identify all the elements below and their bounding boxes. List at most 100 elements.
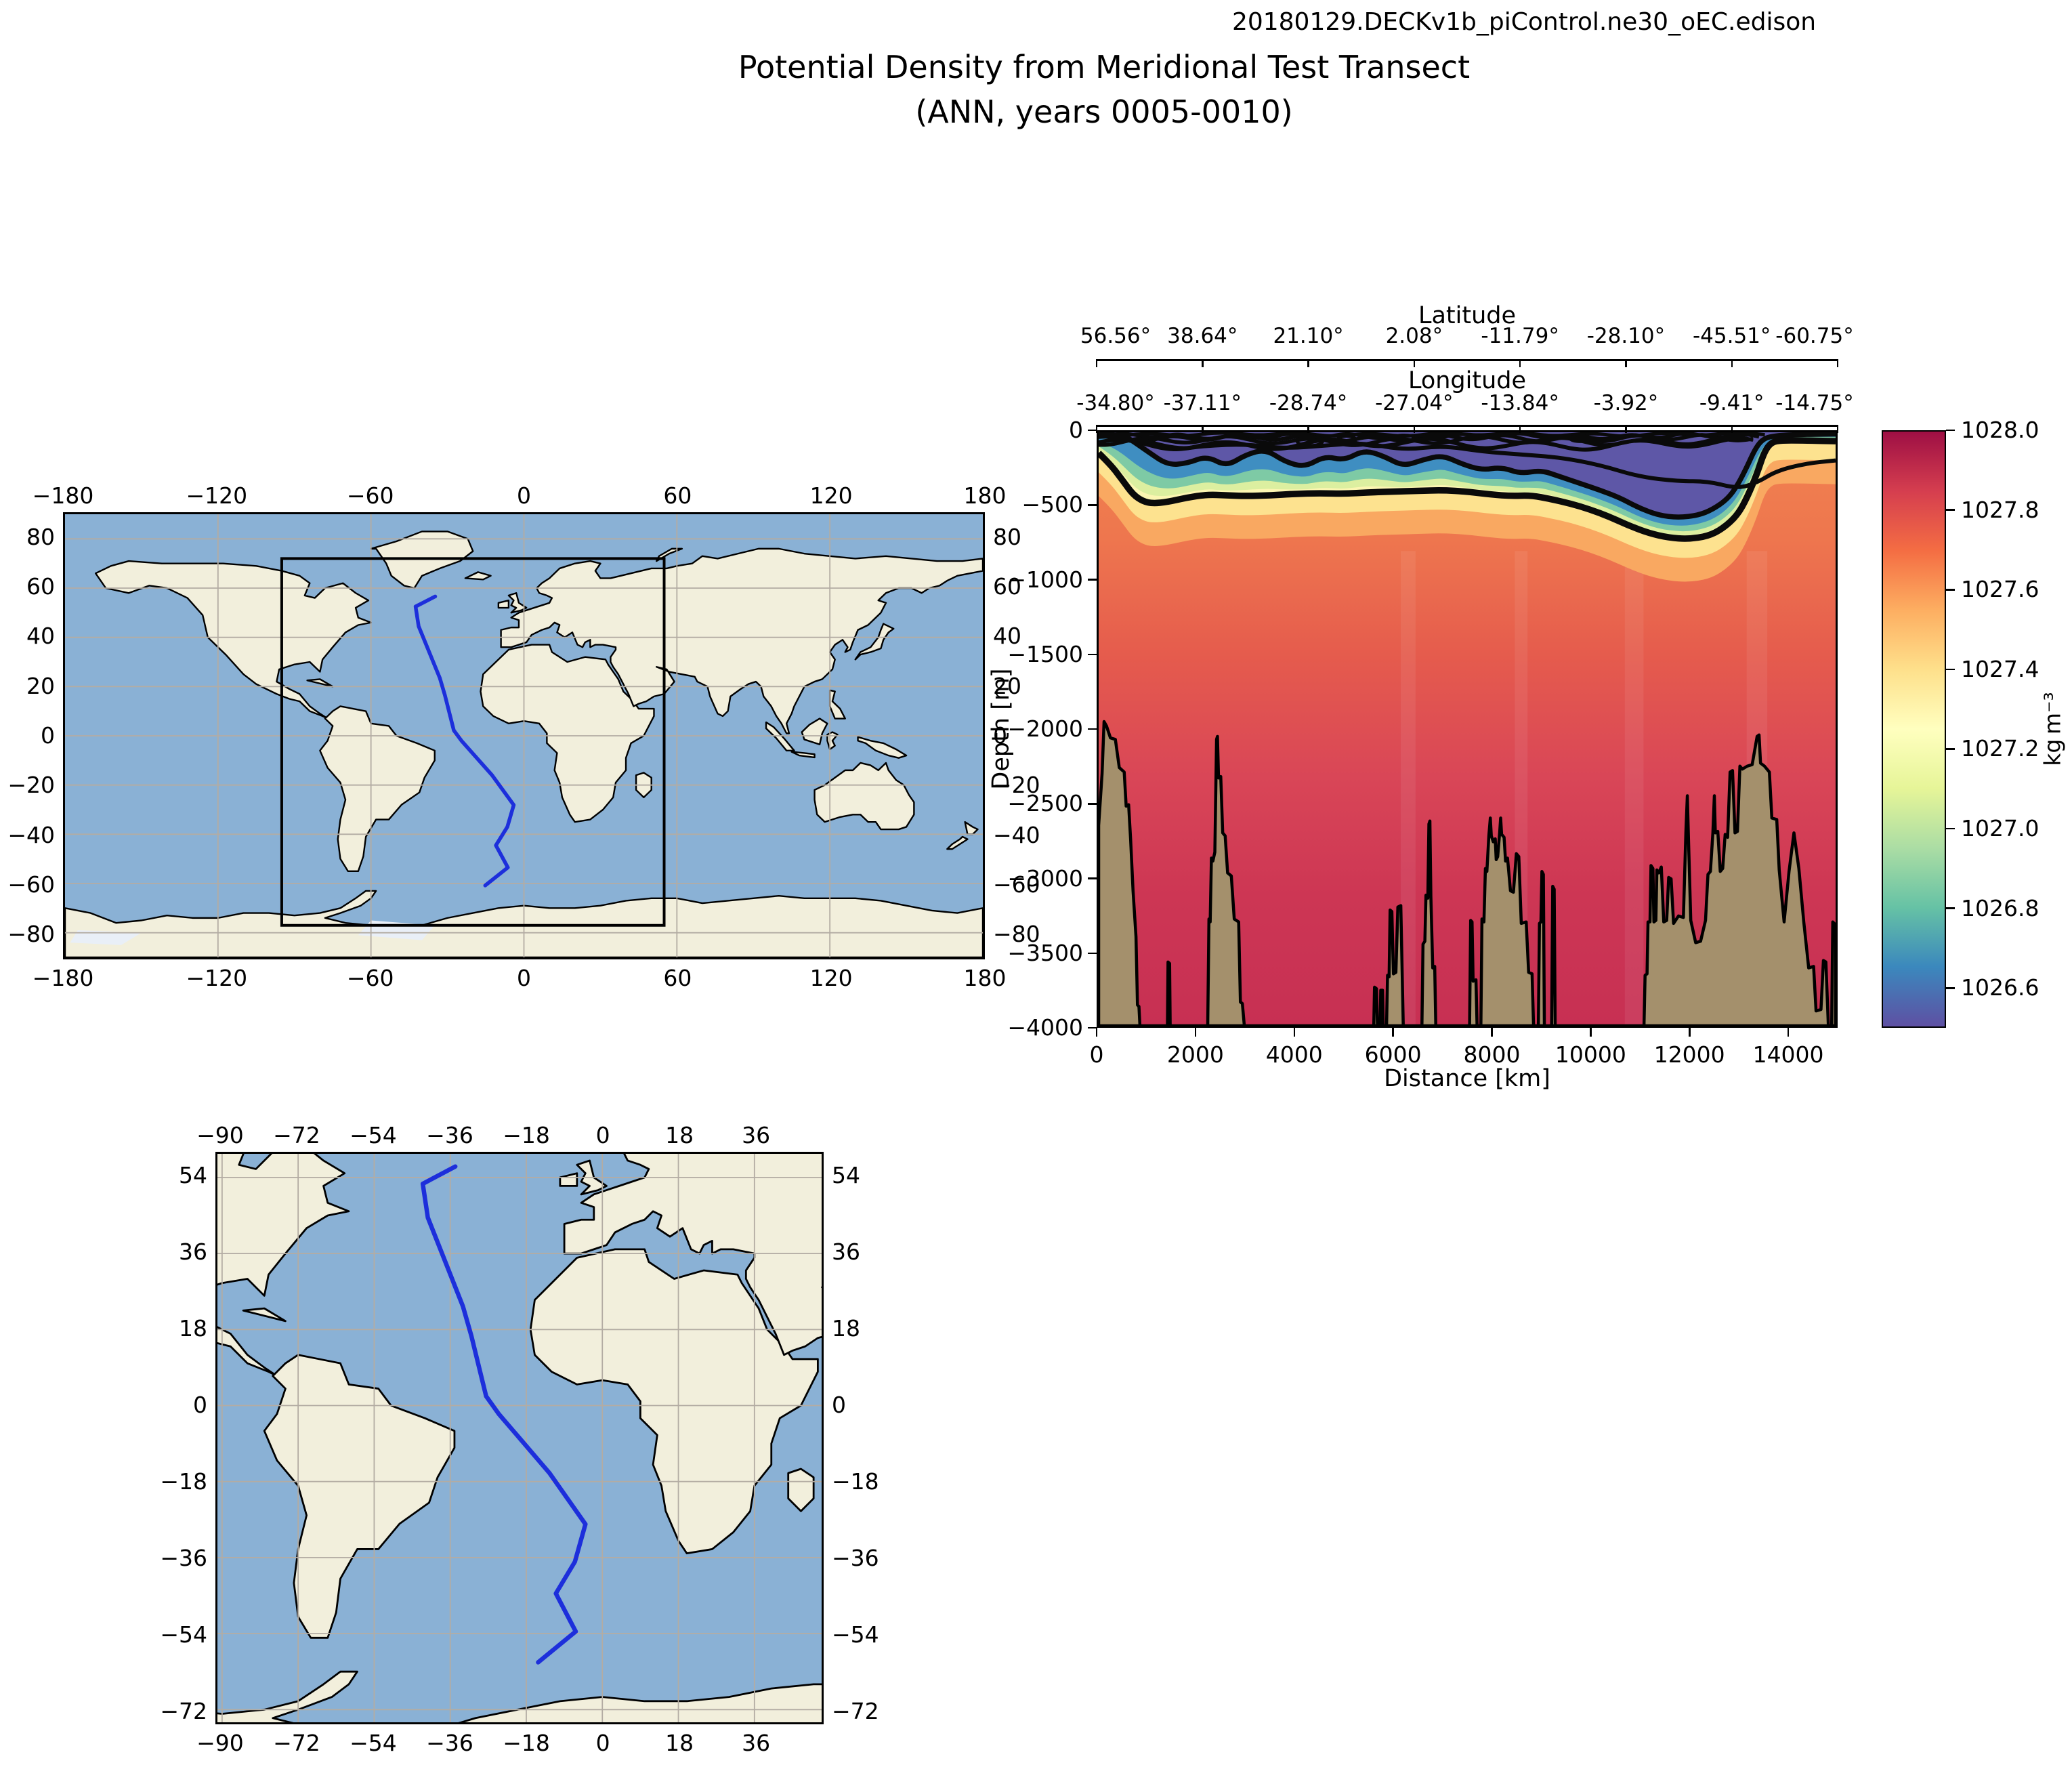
colorbar-tick-label: 1027.8 xyxy=(1961,496,2039,523)
continent-north-america xyxy=(96,561,371,719)
colorbar-tick-mark xyxy=(1946,987,1955,989)
world-map-panel-bottom-tick-label: 0 xyxy=(517,964,531,991)
continent-iceland xyxy=(465,572,491,579)
world-map-panel-top-tick-label: −120 xyxy=(186,482,248,509)
regional-map-panel-left-tick-label: −18 xyxy=(160,1468,207,1495)
isopycnal-contour-mid xyxy=(1138,438,1836,487)
colorbar-tick-mark xyxy=(1946,748,1955,750)
latitude-axis-title: Latitude xyxy=(1418,302,1517,329)
sub-title: (ANN, years 0005-0010) xyxy=(915,93,1293,130)
colorbar-tick-mark xyxy=(1946,668,1955,671)
depth-tick-label: −500 xyxy=(1021,491,1083,518)
transect-route-line xyxy=(423,1167,585,1663)
regional-map-panel-bottom-tick-label: −54 xyxy=(350,1729,397,1756)
latitude-tick-mark xyxy=(1413,359,1416,367)
regional-map-panel-bottom-tick-label: −36 xyxy=(426,1729,473,1756)
longitude-tick-mark xyxy=(1307,425,1309,433)
regional-map-panel-bottom-tick-label: −18 xyxy=(503,1729,550,1756)
continent-madagascar xyxy=(788,1469,813,1511)
longitude-tick-label: -28.74° xyxy=(1269,390,1348,415)
study-area-box xyxy=(282,558,664,925)
longitude-tick-mark xyxy=(1731,425,1733,433)
colorbar-tick-label: 1027.6 xyxy=(1961,576,2039,603)
world-map-panel-right-tick-label: 20 xyxy=(993,672,1021,699)
continent-north-america xyxy=(217,1154,349,1376)
world-map-panel-bottom-tick-label: −180 xyxy=(32,964,94,991)
colorbar-tick-mark xyxy=(1946,827,1955,830)
depth-tick-mark xyxy=(1088,579,1097,581)
continent-sumatra xyxy=(766,722,794,751)
world-map-panel-top-tick-label: 0 xyxy=(517,482,531,509)
colorbar-tick-label: 1027.2 xyxy=(1961,735,2039,762)
world-map-panel-left-tick-label: 20 xyxy=(26,672,55,699)
colorbar-tick-label: 1027.4 xyxy=(1961,655,2039,682)
distance-tick-label: 2000 xyxy=(1166,1041,1224,1068)
density-streak xyxy=(1401,551,1416,1026)
ice-shelf xyxy=(70,930,142,945)
latitude-tick-mark xyxy=(1095,359,1098,367)
latitude-tick-label: 38.64° xyxy=(1167,323,1238,348)
colorbar-unit-label: kg m⁻³ xyxy=(2039,692,2066,766)
longitude-tick-mark xyxy=(1836,425,1839,433)
colorbar-tick-label: 1028.0 xyxy=(1961,416,2039,443)
depth-tick-mark xyxy=(1088,504,1097,506)
latitude-tick-label: 56.56° xyxy=(1080,323,1151,348)
regional-map-panel-right-tick-label: −18 xyxy=(832,1468,879,1495)
longitude-tick-mark xyxy=(1519,425,1521,433)
world-map-panel-right-tick-label: 80 xyxy=(993,523,1021,550)
latitude-tick-mark xyxy=(1202,359,1204,367)
distance-tick-mark xyxy=(1689,1028,1691,1037)
continent-philippines xyxy=(830,690,845,719)
longitude-tick-label: -9.41° xyxy=(1699,390,1764,415)
longitude-tick-label: -3.92° xyxy=(1593,390,1659,415)
world-map-panel-left-tick-label: −40 xyxy=(7,821,55,848)
world-map-panel-left-tick-label: 80 xyxy=(26,523,55,550)
regional-map-panel-top-tick-label: −36 xyxy=(426,1121,473,1148)
depth-tick-mark xyxy=(1088,803,1097,805)
depth-tick-label: −4000 xyxy=(1007,1014,1083,1041)
regional-map-panel-top-tick-label: 36 xyxy=(742,1121,771,1148)
regional-map-panel-bottom-tick-label: 36 xyxy=(742,1729,771,1756)
world-map-panel-top-tick-label: 120 xyxy=(809,482,853,509)
depth-tick-mark xyxy=(1088,1026,1097,1029)
latitude-tick-mark xyxy=(1519,359,1521,367)
depth-tick-label: −2500 xyxy=(1007,790,1083,817)
regional-map-panel-left-tick-label: 0 xyxy=(193,1392,207,1419)
regional-map-panel-top-tick-label: −18 xyxy=(503,1121,550,1148)
distance-tick-mark xyxy=(1491,1028,1493,1037)
regional-map-panel xyxy=(215,1152,824,1724)
latitude-tick-label: -60.75° xyxy=(1775,323,1854,348)
world-map-panel-right-tick-label: 40 xyxy=(993,623,1021,650)
regional-map-panel-bottom-tick-label: −90 xyxy=(196,1729,244,1756)
world-map-panel-right-tick-label: −20 xyxy=(993,772,1040,799)
regional-map-panel-right-tick-label: 36 xyxy=(832,1239,860,1266)
world-map-panel-left-tick-label: −60 xyxy=(7,871,55,898)
colorbar-tick-mark xyxy=(1946,907,1955,909)
latitude-tick-label: -11.79° xyxy=(1481,323,1559,348)
regional-map-panel-right-tick-label: −72 xyxy=(832,1698,879,1725)
regional-map-panel-right-tick-label: 54 xyxy=(832,1161,860,1188)
density-streak xyxy=(1624,551,1644,1026)
world-map-panel-bottom-tick-label: 60 xyxy=(663,964,692,991)
distance-tick-label: 4000 xyxy=(1265,1041,1323,1068)
eddy-contour xyxy=(1413,436,1428,441)
world-map-panel-right-tick-label: 0 xyxy=(993,722,1007,749)
regional-map-panel-right-tick-label: 0 xyxy=(832,1392,846,1419)
continent-java xyxy=(792,752,815,757)
distance-tick-label: 12000 xyxy=(1653,1041,1725,1068)
colorbar xyxy=(1882,430,1946,1028)
bathymetry-profile xyxy=(1099,722,1836,1026)
regional-map-panel-bottom-tick-label: 0 xyxy=(595,1729,610,1756)
depth-tick-label: −1000 xyxy=(1007,566,1083,593)
distance-tick-label: 8000 xyxy=(1463,1041,1521,1068)
colorbar-tick-mark xyxy=(1946,509,1955,511)
longitude-tick-label: -14.75° xyxy=(1775,390,1854,415)
world-map-panel-right-tick-label: −40 xyxy=(993,821,1040,848)
density-band-purple xyxy=(1099,432,1836,518)
world-map-panel-left-tick-label: 0 xyxy=(41,722,55,749)
eddy-contour xyxy=(1570,436,1590,442)
latitude-tick-mark xyxy=(1731,359,1733,367)
continent-ireland xyxy=(499,600,509,608)
continent-ireland xyxy=(560,1173,577,1186)
